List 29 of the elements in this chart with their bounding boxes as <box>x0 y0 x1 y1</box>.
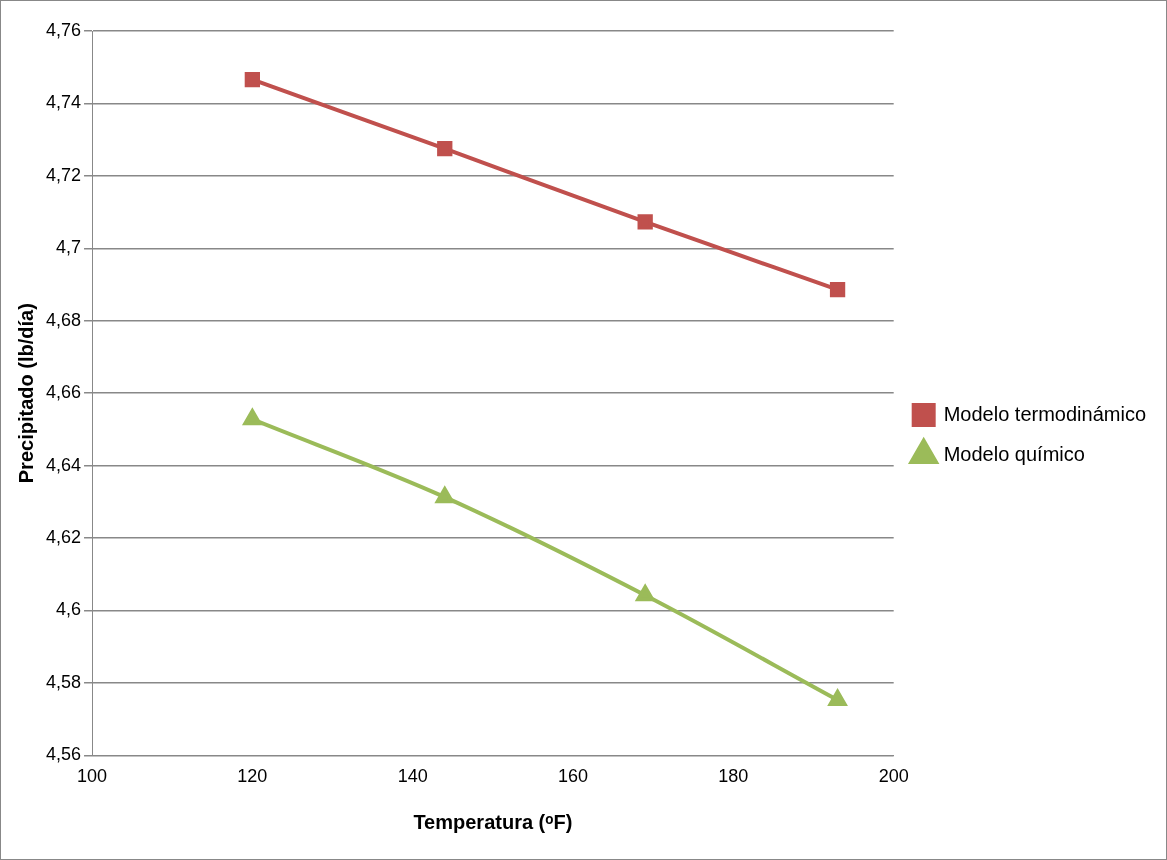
legend-label: Modelo químico <box>943 442 1085 465</box>
x-tick-label: 100 <box>77 766 108 787</box>
point <box>437 141 453 157</box>
point <box>243 409 262 426</box>
legend-label: Modelo termodinámico <box>943 402 1147 425</box>
y-tick-label: 4,66 <box>45 382 82 403</box>
y-tick-label: 4,62 <box>45 527 82 548</box>
point <box>244 71 261 88</box>
y-tick-label: 4,72 <box>45 164 82 185</box>
point <box>828 689 847 706</box>
y-tick-label: 4,7 <box>56 237 82 258</box>
y-tick-label: 4,58 <box>45 671 82 692</box>
x-axis-title: Temperatura (ᵒF) <box>413 810 573 833</box>
x-tick-label: 160 <box>558 766 589 787</box>
point <box>829 281 846 298</box>
y-tick-label: 4,64 <box>45 454 82 475</box>
y-tick-label: 4,6 <box>56 599 82 620</box>
x-tick-label: 140 <box>397 766 428 787</box>
x-tick-label: 200 <box>878 766 909 787</box>
y-axis-title: Precipitado (lb/día) <box>14 303 37 484</box>
y-tick-label: 4,68 <box>45 309 82 330</box>
y-tick-label: 4,76 <box>45 19 82 40</box>
point <box>636 585 655 602</box>
point <box>435 487 454 504</box>
point <box>637 214 653 230</box>
y-tick-label: 4,74 <box>45 92 82 113</box>
y-tick-label: 4,56 <box>45 744 82 765</box>
x-tick-label: 120 <box>237 766 268 787</box>
x-tick-label: 180 <box>718 766 749 787</box>
